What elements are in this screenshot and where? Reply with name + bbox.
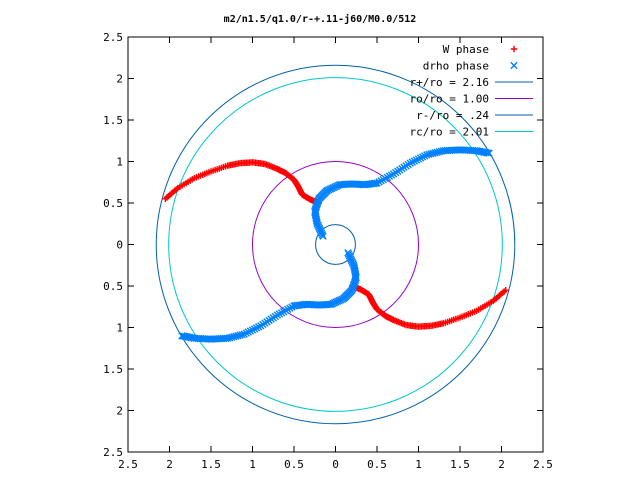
legend-label-5: rc/ro = 2.01 xyxy=(410,126,489,139)
series-1-point-205 xyxy=(248,326,257,334)
series-1-point-207 xyxy=(244,328,253,336)
legend-label-4: r-/ro = .24 xyxy=(416,109,489,122)
reference-circles xyxy=(155,64,516,425)
series-1-point-85 xyxy=(416,154,425,162)
series-1-point-206 xyxy=(246,327,255,335)
chart-title: m2/n1.5/q1.0/r-+.11-j60/M0.0/512 xyxy=(224,13,417,25)
x-tick-label-10: 2.5 xyxy=(533,458,553,471)
series-1-point-87 xyxy=(421,152,429,160)
legend-label-1: drho phase xyxy=(423,60,489,73)
axis-ticks: 2.5 2 1.5 1 0.5 0 0.5 1 1.5 2 2.52.521.510.500.511… xyxy=(103,31,553,471)
x-tick-label-8: 1.5 xyxy=(450,458,470,471)
series-1-point-83 xyxy=(412,156,421,164)
series-1 xyxy=(178,146,493,343)
data-series xyxy=(162,146,509,343)
y-tick-label-6: 0.5 xyxy=(103,197,123,210)
y-tick-label-8: 1.5 xyxy=(103,114,123,127)
series-0-point-112 xyxy=(502,286,509,294)
x-tick-label-7: 1 xyxy=(415,458,422,471)
y-tick-label-1: 2 xyxy=(116,405,123,418)
circle-1 xyxy=(252,161,419,328)
circle-3 xyxy=(168,77,503,412)
series-1-point-203 xyxy=(252,324,261,332)
series-0-point-225 xyxy=(162,195,169,203)
series-1-point-208 xyxy=(242,329,250,337)
legend-label-0: W phase xyxy=(443,43,489,56)
legend-swatch-0 xyxy=(510,45,518,53)
circle-2 xyxy=(315,224,356,265)
series-0 xyxy=(162,159,509,330)
y-tick-label-10: 2.5 xyxy=(103,31,123,44)
x-tick-label-9: 2 xyxy=(498,458,505,471)
x-tick-label-2: 1.5 xyxy=(201,458,221,471)
series-1-point-201 xyxy=(257,322,265,330)
series-1-point-82 xyxy=(410,157,419,165)
x-tick-label-4: 0.5 xyxy=(284,458,304,471)
y-tick-label-7: 1 xyxy=(116,156,123,169)
legend-label-3: ro/ro = 1.00 xyxy=(410,93,489,106)
series-1-point-84 xyxy=(414,155,423,163)
x-tick-label-5: 0 xyxy=(332,458,339,471)
series-1-point-81 xyxy=(408,158,416,166)
legend-swatch-1 xyxy=(510,61,518,70)
series-1-point-204 xyxy=(250,325,259,333)
x-tick-label-6: 0.5 xyxy=(367,458,387,471)
y-tick-label-3: 1 xyxy=(116,322,123,335)
legend: W phase drho phase r+/ro = 2.16 ro/ro = 1.0… xyxy=(410,43,533,139)
series-1-point-240 xyxy=(179,332,188,340)
legend-label-2: r+/ro = 2.16 xyxy=(410,76,489,89)
series-1-point-241 xyxy=(178,332,186,340)
y-tick-label-4: 0.5 xyxy=(103,280,123,293)
circle-0 xyxy=(155,64,516,425)
series-1-point-80 xyxy=(406,159,414,167)
y-tick-label-9: 2 xyxy=(116,73,123,86)
series-1-point-120 xyxy=(485,149,493,157)
y-tick-label-5: 0 xyxy=(116,239,123,252)
series-1-point-202 xyxy=(255,323,263,331)
y-tick-label-0: 2.5 xyxy=(103,446,123,459)
x-tick-label-0: 2.5 xyxy=(118,458,138,471)
series-1-point-86 xyxy=(418,153,427,161)
series-1-point-119 xyxy=(483,149,492,157)
x-tick-label-1: 2 xyxy=(166,458,173,471)
y-tick-label-2: 1.5 xyxy=(103,363,123,376)
x-tick-label-3: 1 xyxy=(249,458,256,471)
